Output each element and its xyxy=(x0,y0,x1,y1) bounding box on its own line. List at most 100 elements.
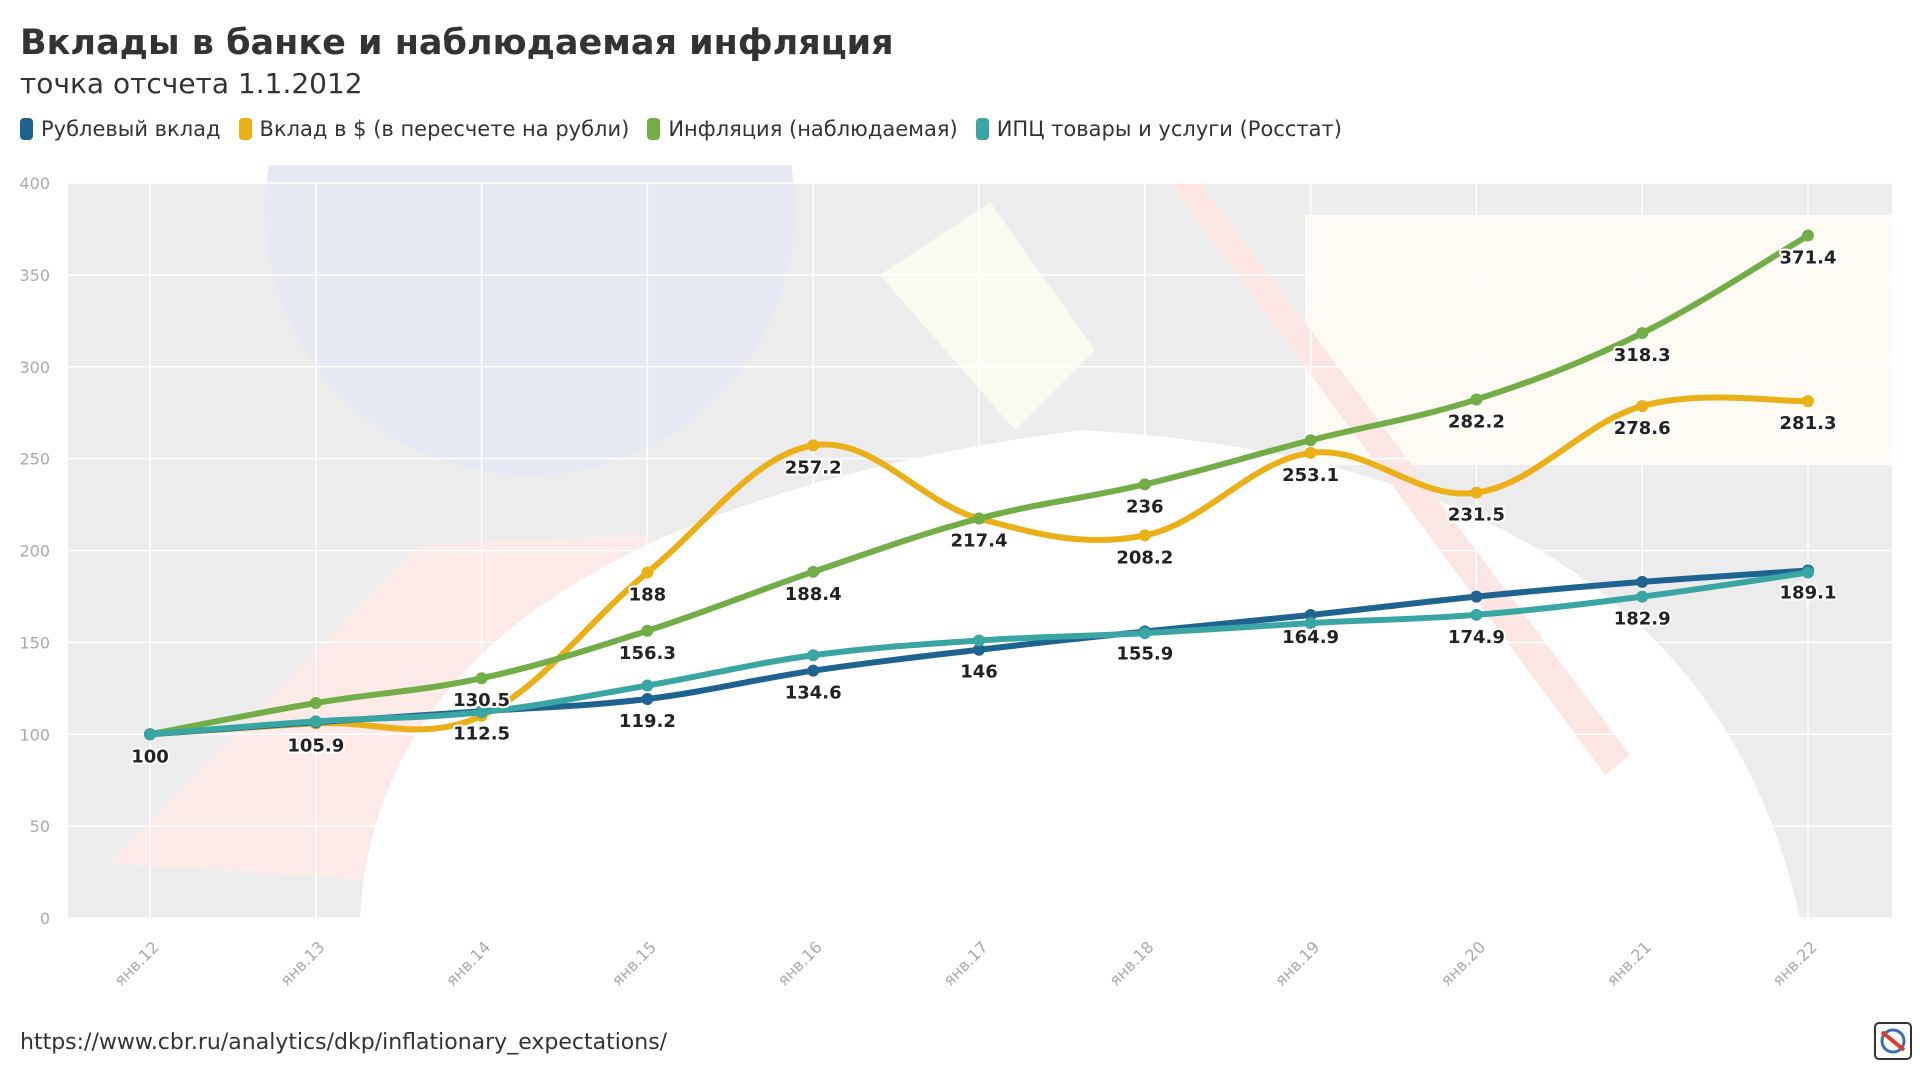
data-label: 217.4 xyxy=(951,531,1008,552)
legend-swatch xyxy=(20,118,33,140)
data-point xyxy=(1304,617,1317,630)
bg-diamond xyxy=(880,202,1095,430)
data-label: 174.9 xyxy=(1448,627,1505,648)
data-label: 188.4 xyxy=(785,584,842,605)
data-label: 182.9 xyxy=(1614,609,1671,630)
legend-swatch xyxy=(238,118,252,140)
legend-swatch xyxy=(647,118,661,140)
y-tick-label: 400 xyxy=(19,174,50,193)
grid xyxy=(68,182,1892,919)
legend: Рублевый вклад Вклад в $ (в пересчете на… xyxy=(20,117,1342,141)
data-point xyxy=(641,679,654,692)
source-url[interactable]: https://www.cbr.ru/analytics/dkp/inflati… xyxy=(20,1030,668,1055)
data-label: 105.9 xyxy=(287,735,344,756)
data-point xyxy=(807,664,820,677)
data-label: 231.5 xyxy=(1448,505,1505,526)
data-point xyxy=(1802,229,1814,242)
y-tick-label: 0 xyxy=(40,909,50,928)
x-tick-label: янв.17 xyxy=(939,937,991,989)
data-point xyxy=(309,697,322,710)
data-label: 130.5 xyxy=(453,690,510,711)
data-point xyxy=(1636,400,1649,413)
x-tick-label: янв.18 xyxy=(1105,937,1157,989)
bg-circle xyxy=(265,165,795,475)
data-label: 164.9 xyxy=(1282,627,1339,648)
legend-item-observed-inflation[interactable]: Инфляция (наблюдаемая) xyxy=(647,117,958,141)
line-chart: 0 50 100 150 200 250 300 350 400 янв.12 янв.13 янв.… xyxy=(19,165,1892,990)
legend-label: Вклад в $ (в пересчете на рубли) xyxy=(259,117,630,141)
data-label: 156.3 xyxy=(619,643,676,664)
data-point xyxy=(144,728,156,741)
data-label: 155.9 xyxy=(1116,644,1173,665)
data-point xyxy=(1470,486,1483,499)
legend-label: Рублевый вклад xyxy=(41,117,221,141)
data-point xyxy=(641,566,654,579)
x-tick-label: янв.13 xyxy=(276,937,328,989)
data-point xyxy=(309,715,322,728)
data-label: 119.2 xyxy=(619,711,676,732)
data-label: 282.2 xyxy=(1448,411,1505,432)
chart-subtitle: точка отсчета 1.1.2012 xyxy=(20,67,363,100)
data-point xyxy=(1636,590,1649,603)
y-tick-label: 150 xyxy=(19,633,50,652)
data-label: 189.1 xyxy=(1780,583,1837,604)
data-label: 257.2 xyxy=(785,457,842,478)
data-point xyxy=(1138,478,1151,491)
y-tick-label: 50 xyxy=(30,817,50,836)
data-point xyxy=(973,634,985,647)
x-tick-label: янв.15 xyxy=(608,937,660,989)
data-point xyxy=(1138,529,1151,542)
data-label: 188 xyxy=(629,585,667,606)
x-tick-label: янв.22 xyxy=(1768,937,1820,989)
data-point xyxy=(1304,434,1317,447)
x-tick-label: янв.20 xyxy=(1437,937,1489,989)
x-tick-label: янв.21 xyxy=(1603,937,1655,989)
y-tick-label: 300 xyxy=(19,358,50,377)
header: Вклады в банке и наблюдаемая инфляция то… xyxy=(20,20,894,102)
data-point xyxy=(973,643,985,656)
data-point xyxy=(475,706,488,719)
legend-item-usd-deposit[interactable]: Вклад в $ (в пересчете на рубли) xyxy=(238,117,630,141)
y-tick-label: 100 xyxy=(19,725,50,744)
data-labels: 112.5 119.2 134.6 146 155.9 164.9 189.1 105.9 18… xyxy=(129,246,1838,770)
data-label: 100 xyxy=(131,746,169,767)
data-label: 208.2 xyxy=(1116,547,1173,568)
data-label: 318.3 xyxy=(1614,345,1671,366)
data-point xyxy=(1636,327,1649,340)
bg-arc xyxy=(360,430,1800,918)
data-point xyxy=(1470,393,1483,406)
x-tick-label: янв.16 xyxy=(774,937,826,989)
data-point xyxy=(1802,395,1814,408)
data-point xyxy=(1304,446,1317,459)
legend-swatch xyxy=(975,118,989,140)
data-label: 371.4 xyxy=(1780,248,1837,269)
logo-icon xyxy=(1874,1022,1912,1060)
data-point xyxy=(807,649,820,662)
y-tick-label: 250 xyxy=(19,450,50,469)
data-point xyxy=(1470,590,1483,603)
data-point xyxy=(1470,608,1483,621)
legend-label: ИПЦ товары и услуги (Росстат) xyxy=(996,117,1342,141)
data-label: 281.3 xyxy=(1780,413,1837,434)
data-label: 236 xyxy=(1126,496,1164,517)
legend-item-cpi[interactable]: ИПЦ товары и услуги (Росстат) xyxy=(975,117,1342,141)
chart-title: Вклады в банке и наблюдаемая инфляция xyxy=(20,23,894,63)
data-label: 112.5 xyxy=(453,723,510,744)
data-point xyxy=(1802,566,1814,579)
x-tick-label: янв.14 xyxy=(442,937,494,989)
series-group xyxy=(144,229,1814,741)
data-label: 253.1 xyxy=(1282,465,1339,486)
data-label: 146 xyxy=(960,662,998,683)
y-tick-label: 350 xyxy=(19,266,50,285)
legend-label: Инфляция (наблюдаемая) xyxy=(668,117,958,141)
data-point xyxy=(807,565,820,578)
data-point xyxy=(641,624,654,637)
data-point xyxy=(1138,627,1151,640)
y-tick-label: 200 xyxy=(19,542,50,561)
data-point xyxy=(475,672,488,685)
data-point xyxy=(807,439,820,452)
data-label: 278.6 xyxy=(1614,418,1671,439)
x-tick-label: янв.12 xyxy=(110,937,162,989)
legend-item-ruble-deposit[interactable]: Рублевый вклад xyxy=(20,117,221,141)
data-point xyxy=(641,692,654,705)
